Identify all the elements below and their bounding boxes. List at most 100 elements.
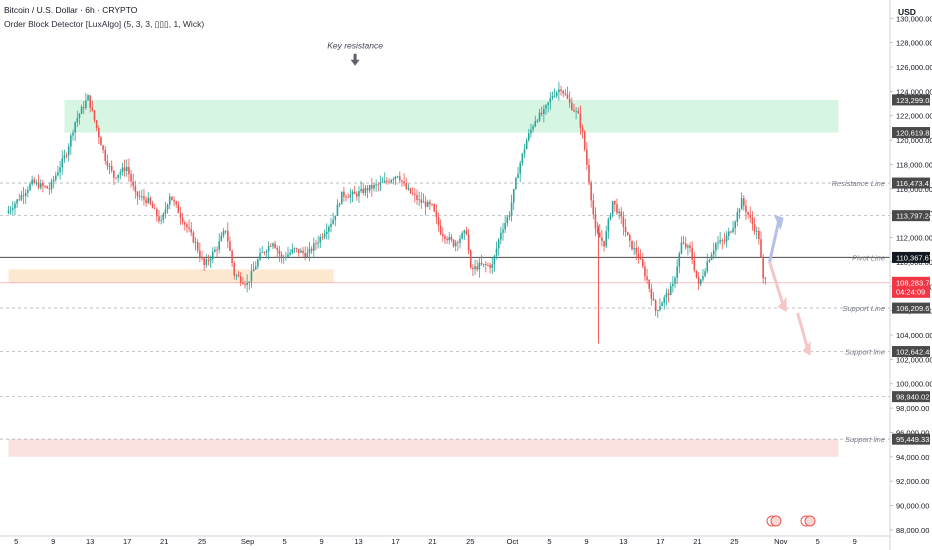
x-tick-label: 13 [619, 537, 627, 546]
candle-body [764, 278, 767, 279]
candle-body [497, 239, 500, 249]
candle-body [588, 164, 590, 183]
candle-body [605, 231, 607, 247]
y-tick-label: 94,000.00 [896, 453, 929, 462]
candle-body [306, 253, 309, 257]
candle-body [16, 199, 18, 204]
candle-body [721, 240, 724, 242]
candle-body [136, 191, 139, 197]
candle-body [76, 118, 79, 123]
candle-body [560, 89, 562, 91]
candle-body [91, 107, 94, 111]
x-tick-label: 9 [853, 537, 857, 546]
x-tick-label: 9 [584, 537, 588, 546]
candle-body [416, 195, 418, 200]
candle-body [491, 264, 494, 268]
candle-body [693, 259, 696, 271]
candle-body [106, 160, 109, 167]
candle-body [164, 209, 167, 214]
candle-body [358, 191, 360, 197]
x-tick-label: 25 [466, 537, 474, 546]
candle-body [72, 132, 74, 136]
candle-body [745, 205, 747, 213]
candle-body [676, 266, 678, 278]
candle-body [325, 231, 328, 235]
candle-body [396, 176, 399, 178]
candle-body [536, 120, 539, 122]
candle-body [156, 208, 158, 217]
currency-label: USD [898, 7, 916, 17]
candle-body [736, 212, 739, 222]
candle-body [27, 189, 29, 193]
candle-body [482, 263, 485, 265]
candle-body [278, 250, 281, 255]
candle-body [20, 195, 23, 200]
x-tick-label: 9 [51, 537, 55, 546]
candle-body [379, 182, 382, 185]
candle-body [463, 230, 466, 234]
candle-body [181, 217, 184, 223]
candle-body [487, 265, 489, 266]
y-tick-label: 116,000.00 [896, 185, 932, 194]
candle-body [248, 281, 251, 283]
candle-body [469, 250, 472, 268]
projection-up-arrow [768, 221, 781, 263]
candle-body [362, 188, 365, 193]
candle-body [403, 181, 405, 183]
candle-body [654, 300, 657, 311]
candle-body [478, 262, 481, 270]
candle-body [63, 155, 66, 159]
candle-body [672, 283, 674, 287]
support-order-block [8, 269, 334, 283]
candle-body [678, 253, 681, 267]
candle-body [263, 252, 266, 253]
candle-body [661, 302, 663, 307]
axis-level-tag [892, 433, 930, 445]
candle-body [409, 188, 412, 193]
candle-body [313, 243, 315, 251]
candle-body [179, 212, 182, 218]
candle-body [295, 248, 298, 250]
candle-body [596, 228, 599, 233]
candle-body [44, 185, 46, 187]
axis-level-value: 113,797.24 [896, 212, 932, 221]
candle-body [65, 155, 68, 157]
candle-body [388, 181, 390, 183]
y-tick-label: 102,000.00 [896, 355, 932, 364]
candle-body [618, 211, 620, 214]
candle-body [115, 177, 117, 179]
candle-body [222, 231, 225, 236]
axis-level-value: 106,209.61 [896, 304, 932, 313]
candle-body [347, 197, 349, 199]
x-tick-label: Nov [774, 537, 788, 546]
candle-body [386, 180, 388, 182]
candle-body [401, 180, 403, 182]
candle-body [504, 222, 506, 230]
candle-body [128, 166, 130, 175]
candle-body [646, 276, 648, 280]
candle-body [727, 231, 730, 236]
candle-body [104, 149, 107, 161]
candle-body [755, 231, 758, 232]
candle-body [22, 195, 25, 196]
candle-body [349, 194, 352, 198]
candle-body [351, 191, 354, 195]
candle-body [586, 149, 588, 165]
candle-body [95, 120, 98, 128]
y-tick-label: 112,000.00 [896, 234, 932, 243]
candle-body [46, 186, 48, 189]
candle-body [616, 204, 618, 214]
candle-body [566, 94, 569, 99]
candle-body [57, 172, 59, 176]
candle-body [725, 235, 728, 242]
candle-body [100, 137, 102, 146]
candle-body [637, 253, 640, 258]
projection-down-arrow-2 [796, 312, 810, 349]
candle-body [332, 219, 334, 225]
candle-body [611, 200, 614, 215]
candle-body [521, 153, 524, 164]
candle-body [302, 250, 304, 253]
candle-body [723, 240, 726, 242]
candle-body [444, 235, 446, 239]
